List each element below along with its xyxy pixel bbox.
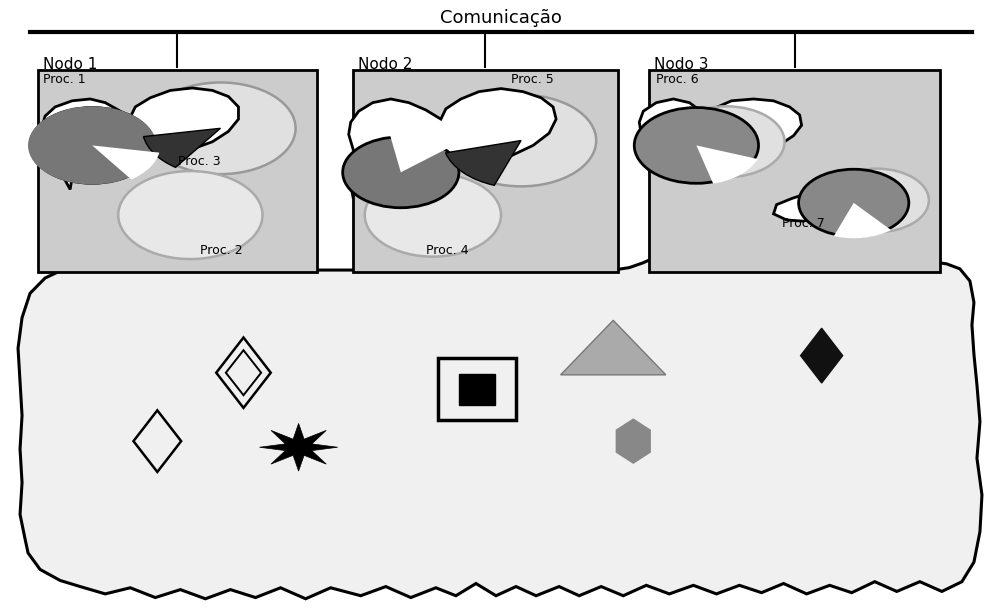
Wedge shape xyxy=(92,145,159,180)
Text: Nodo 1: Nodo 1 xyxy=(43,57,97,71)
Polygon shape xyxy=(774,186,897,225)
Wedge shape xyxy=(834,203,891,238)
Text: Nodo 3: Nodo 3 xyxy=(654,57,708,71)
Circle shape xyxy=(118,171,263,259)
Text: Proc. 6: Proc. 6 xyxy=(656,73,699,86)
Wedge shape xyxy=(143,128,220,167)
Text: Nodo 2: Nodo 2 xyxy=(358,57,412,71)
Polygon shape xyxy=(349,89,556,196)
Circle shape xyxy=(825,169,929,232)
Polygon shape xyxy=(18,252,982,599)
Wedge shape xyxy=(696,145,758,184)
Text: Proc. 5: Proc. 5 xyxy=(511,73,554,86)
Bar xyxy=(38,70,317,272)
Text: Proc. 1: Proc. 1 xyxy=(43,73,86,86)
Wedge shape xyxy=(446,141,521,185)
Polygon shape xyxy=(639,99,802,171)
Wedge shape xyxy=(390,134,448,172)
Circle shape xyxy=(799,169,909,236)
Bar xyxy=(649,70,940,272)
Circle shape xyxy=(446,95,596,186)
Polygon shape xyxy=(616,419,650,463)
Polygon shape xyxy=(260,423,338,471)
Text: Proc. 3: Proc. 3 xyxy=(178,155,221,169)
Text: Proc. 7: Proc. 7 xyxy=(782,216,825,230)
Bar xyxy=(438,359,516,420)
Polygon shape xyxy=(801,328,843,383)
Text: Proc. 2: Proc. 2 xyxy=(200,244,243,257)
Circle shape xyxy=(365,174,501,257)
Polygon shape xyxy=(561,320,665,375)
Circle shape xyxy=(343,137,459,208)
Text: Proc. 4: Proc. 4 xyxy=(426,244,469,257)
Polygon shape xyxy=(42,88,238,189)
Circle shape xyxy=(668,106,785,177)
Circle shape xyxy=(634,108,759,183)
Wedge shape xyxy=(28,106,156,185)
Bar xyxy=(353,70,618,272)
Circle shape xyxy=(145,82,296,174)
Circle shape xyxy=(30,108,154,183)
Bar xyxy=(459,374,495,404)
Text: Comunicação: Comunicação xyxy=(440,9,562,27)
